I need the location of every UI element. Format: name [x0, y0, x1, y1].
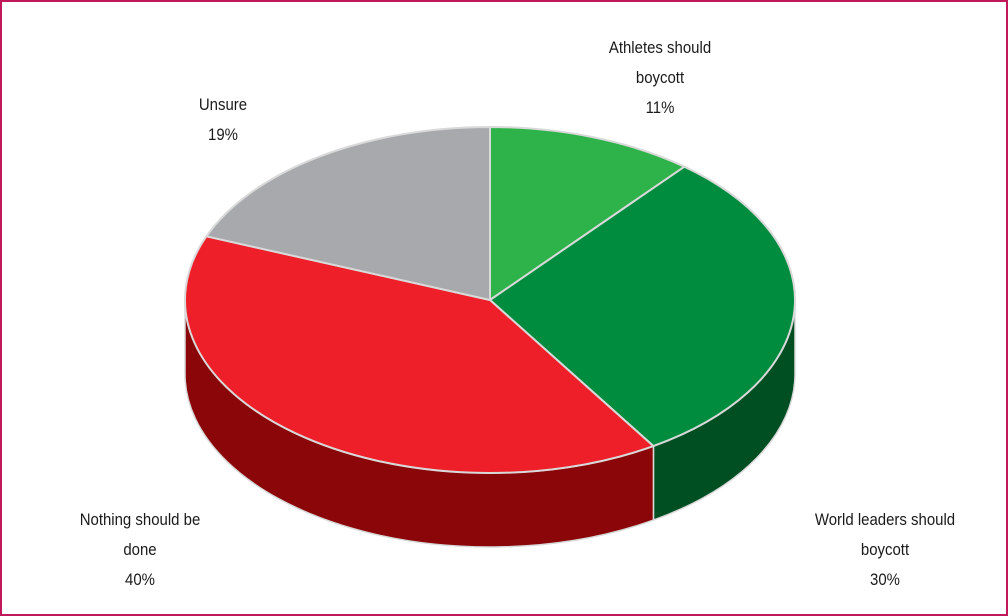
slice-label-line1: Athletes should — [608, 38, 712, 57]
slice-label-world-leaders: World leaders should boycott 30% — [797, 505, 973, 595]
slice-label-pct: 11% — [645, 98, 675, 117]
slice-label-line2: done — [123, 540, 157, 559]
pie-slice-3 — [205, 126, 491, 301]
pie-slice-1 — [489, 165, 796, 448]
slice-label-line2: boycott — [635, 68, 685, 87]
slice-label-pct: 30% — [870, 570, 900, 589]
slice-label-unsure: Unsure 19% — [157, 90, 289, 150]
slice-label-pct: 19% — [208, 125, 238, 144]
slice-label-line1: Nothing should be — [79, 510, 201, 529]
slice-label-pct: 40% — [125, 570, 155, 589]
pie-slice-2 — [183, 235, 655, 475]
pie-top — [183, 126, 796, 475]
slice-label-line1: World leaders should — [814, 510, 956, 529]
pie-slice-0 — [489, 126, 686, 301]
slice-label-line1: Unsure — [198, 95, 248, 114]
slice-label-nothing: Nothing should be done 40% — [52, 505, 228, 595]
slice-label-line2: boycott — [860, 540, 910, 559]
slice-label-athletes: Athletes should boycott 11% — [572, 33, 748, 123]
